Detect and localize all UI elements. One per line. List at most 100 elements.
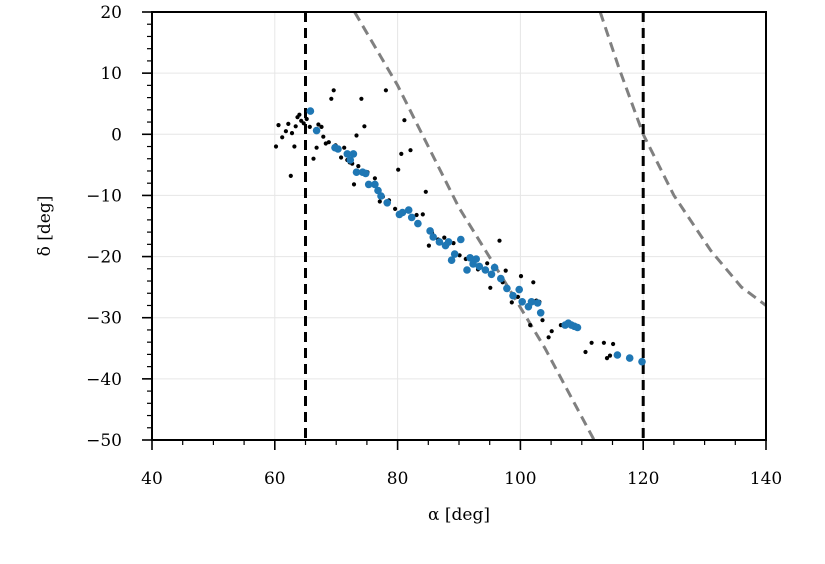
blue-point: [487, 270, 496, 279]
blue-point: [343, 150, 352, 158]
black-point: [408, 148, 413, 153]
black-point: [280, 135, 285, 140]
black-point: [583, 349, 588, 355]
black-point: [383, 88, 388, 93]
black-point: [307, 124, 312, 129]
blue-point: [334, 145, 342, 153]
blue-point: [444, 238, 453, 246]
blue-point: [346, 156, 355, 164]
black-point: [420, 212, 425, 217]
black-point: [283, 129, 288, 134]
blue-point: [426, 227, 434, 235]
black-point: [372, 176, 377, 181]
x-tick-label: 140: [750, 469, 782, 489]
black-point: [423, 189, 428, 194]
x-tick-label: 80: [387, 469, 409, 489]
y-tick-label: −10: [86, 186, 122, 206]
black-point: [531, 280, 536, 285]
blue-point: [503, 284, 511, 293]
black-point: [316, 122, 321, 127]
black-point: [292, 144, 297, 149]
x-tick-label: 100: [504, 469, 536, 489]
blue-point: [349, 150, 358, 158]
black-point: [485, 261, 490, 266]
black-point: [451, 241, 456, 246]
black-point: [356, 164, 361, 169]
blue-point: [450, 250, 459, 258]
black-point: [293, 124, 298, 129]
blue-point: [312, 126, 321, 135]
blue-point: [497, 274, 505, 283]
dashed-curves: [353, 12, 766, 440]
data-points: [273, 88, 646, 366]
blue-point: [364, 180, 373, 189]
blue-point: [490, 263, 499, 272]
black-point: [442, 235, 447, 240]
black-point: [331, 88, 336, 93]
blue-point: [377, 192, 385, 200]
blue-point: [475, 262, 484, 271]
blue-point: [509, 291, 517, 300]
black-point: [339, 155, 344, 160]
blue-point: [407, 213, 416, 222]
black-point: [396, 167, 401, 172]
black-point: [601, 340, 607, 345]
black-point: [351, 182, 357, 187]
y-axis-label: δ [deg]: [35, 196, 55, 257]
blue-point: [481, 266, 490, 274]
black-point: [604, 356, 610, 361]
black-point: [362, 124, 367, 129]
black-point: [377, 199, 382, 204]
y-tick-label: 0: [111, 125, 122, 145]
black-point: [402, 118, 407, 123]
blue-point: [414, 219, 422, 228]
x-tick-label: 120: [627, 469, 659, 489]
blue-point: [429, 233, 438, 241]
black-point: [509, 300, 514, 305]
black-point: [540, 318, 545, 323]
dashed-gray-curve: [598, 12, 766, 307]
plot-frame: [151, 11, 767, 441]
black-point: [354, 133, 359, 138]
blue-point: [447, 256, 456, 265]
blue-point: [518, 298, 526, 306]
blue-point: [457, 235, 465, 244]
black-point: [286, 121, 291, 126]
blue-point: [466, 253, 474, 262]
black-point: [518, 274, 524, 279]
x-axis-label: α [deg]: [428, 505, 490, 525]
black-point: [393, 206, 398, 211]
blue-point: [371, 180, 379, 189]
black-point: [311, 156, 316, 161]
black-point: [276, 123, 281, 128]
black-point: [329, 96, 334, 101]
black-point: [607, 353, 613, 358]
black-point: [342, 145, 347, 150]
black-point: [611, 341, 616, 347]
y-tick-label: −30: [86, 309, 122, 329]
blue-point: [625, 354, 634, 362]
black-point: [288, 173, 293, 178]
blue-point: [306, 107, 315, 115]
black-point: [399, 151, 404, 156]
black-point: [488, 285, 493, 290]
blue-point: [573, 323, 582, 332]
black-point: [528, 323, 533, 328]
black-point: [589, 340, 594, 345]
blue-point: [352, 168, 361, 176]
blue-point: [638, 357, 646, 366]
blue-point: [463, 266, 471, 274]
x-tick-label: 40: [141, 469, 163, 489]
black-point: [426, 243, 431, 248]
x-tick-label: 60: [264, 469, 286, 489]
black-point: [301, 121, 306, 126]
black-point: [546, 335, 551, 340]
black-point: [515, 294, 521, 299]
blue-point: [435, 238, 444, 246]
black-point: [314, 145, 319, 150]
black-point: [319, 124, 324, 129]
y-tick-label: −40: [86, 370, 122, 390]
blue-point: [515, 285, 523, 294]
grid: [151, 11, 767, 441]
